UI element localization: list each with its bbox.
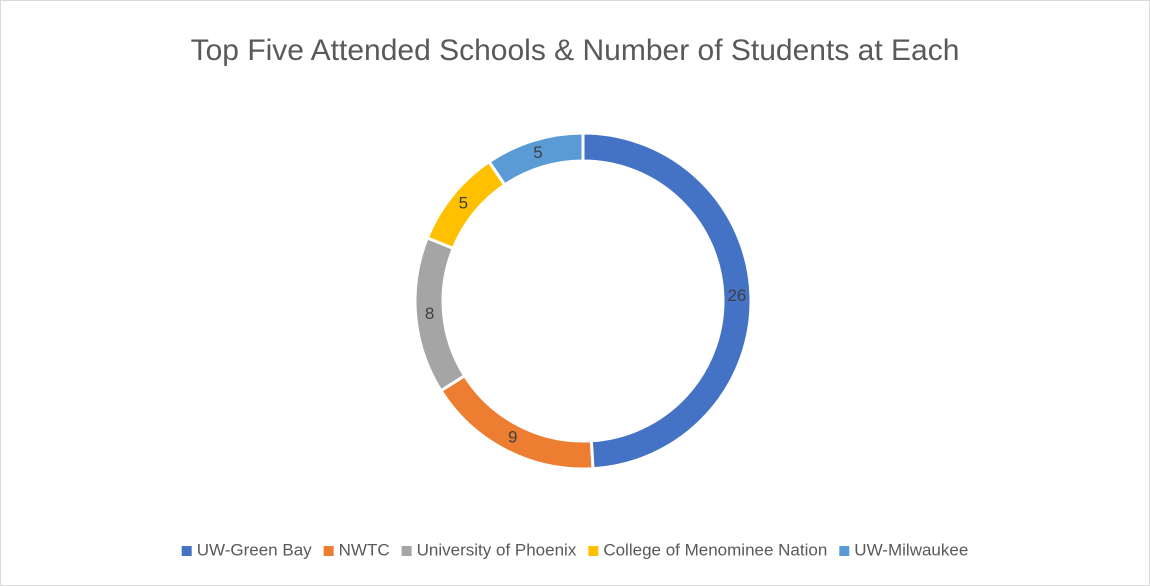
legend-label: UW-Green Bay [197,540,312,559]
legend-swatch [323,546,334,556]
legend-label: NWTC [339,540,390,559]
data-label: 9 [508,427,517,446]
data-label: 5 [459,193,468,212]
legend-label: University of Phoenix [417,540,577,559]
legend-label: College of Menominee Nation [603,540,827,559]
legend-swatch [839,546,850,556]
donut-segment [487,131,585,187]
legend-swatch [588,546,599,556]
legend-swatch [401,546,412,556]
data-label: 8 [425,304,434,323]
data-label: 5 [533,143,542,162]
legend: UW-Green Bay NWTC University of Phoenix Col… [181,540,968,559]
legend-label: UW-Milwaukee [854,540,968,559]
chart-title: Top Five Attended Schools & Number of St… [191,34,960,67]
data-label: 26 [727,286,746,305]
legend-swatch [181,546,192,556]
